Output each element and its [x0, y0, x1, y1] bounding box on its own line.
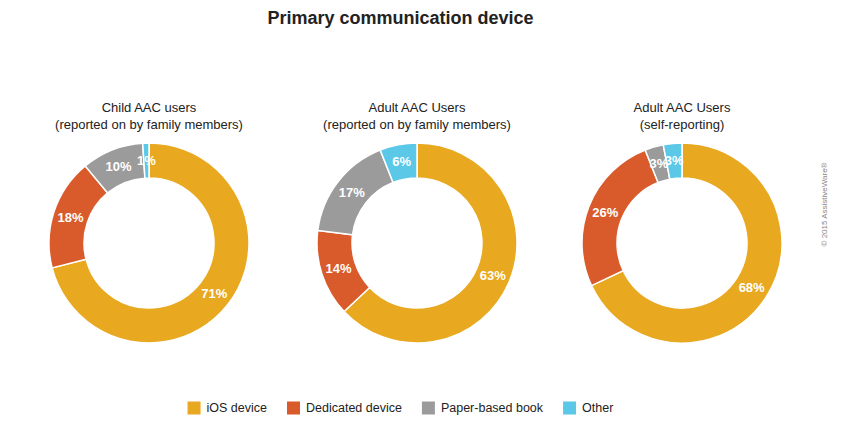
chart: Primary communication device © 2015 Assis… — [0, 0, 852, 426]
data-label: 18% — [58, 210, 84, 225]
legend-label: iOS device — [207, 401, 267, 415]
slice — [582, 150, 658, 286]
legend-swatch — [563, 402, 576, 415]
legend-swatch — [287, 402, 300, 415]
legend-swatch — [422, 402, 435, 415]
donut: 68%26%3%3% — [582, 143, 782, 343]
data-label: 17% — [339, 185, 365, 200]
legend-item: Paper-based book — [422, 401, 544, 415]
subtitle-line: Child AAC users — [102, 100, 197, 115]
slice — [317, 230, 370, 311]
data-label: 26% — [592, 205, 618, 220]
donut: 71% 18% 10% 1% — [49, 143, 249, 343]
subtitle: Child AAC users (reported on by family me… — [55, 100, 243, 132]
legend-swatch — [188, 402, 201, 415]
subtitle-line: (reported on by family members) — [323, 117, 511, 132]
watermark: © 2015 AssistiveWare® — [820, 162, 829, 246]
legend-item: Other — [563, 401, 613, 415]
title: Primary communication device — [267, 8, 533, 28]
slice — [380, 143, 417, 183]
slice — [85, 143, 145, 193]
legend-label: Paper-based book — [441, 401, 544, 415]
subtitle-line: Adult AAC Users — [634, 100, 731, 115]
subtitle-line: (self-reporting) — [640, 117, 725, 132]
legend-label: Other — [582, 401, 613, 415]
data-label: 71% — [201, 286, 227, 301]
data-label: 6% — [392, 154, 411, 169]
subtitle: Adult AAC Users (self-reporting) — [634, 100, 731, 132]
data-label: 1% — [137, 153, 156, 168]
donut: 63% 14% 17% 6% — [317, 143, 517, 343]
legend-item: Dedicated device — [287, 401, 402, 415]
data-label: 3% — [665, 153, 684, 168]
slice — [318, 150, 393, 235]
legend: iOS device Dedicated device Paper-based bo… — [188, 401, 614, 415]
data-label: 10% — [106, 159, 132, 174]
data-label: 63% — [480, 268, 506, 283]
subtitle-line: (reported on by family members) — [55, 117, 243, 132]
legend-item: iOS device — [188, 401, 267, 415]
data-label: 68% — [739, 280, 765, 295]
legend-label: Dedicated device — [306, 401, 402, 415]
subtitle-line: Adult AAC Users — [369, 100, 466, 115]
subtitle: Adult AAC Users (reported on by family me… — [323, 100, 511, 132]
data-label: 14% — [326, 261, 352, 276]
